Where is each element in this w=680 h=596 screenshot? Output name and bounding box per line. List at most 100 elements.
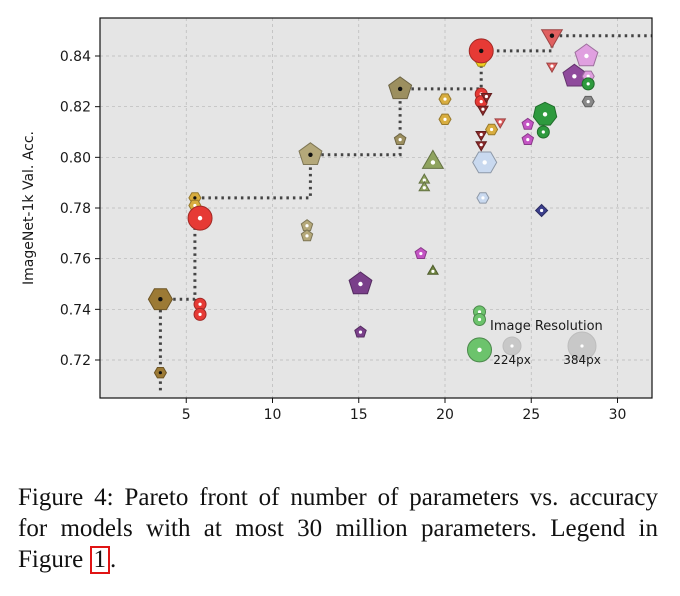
y-tick-label: 0.78 bbox=[60, 201, 91, 217]
data-point-center bbox=[481, 107, 485, 111]
figure: Image Resolution 224px 384px 5 10 15 20 25 30 0.… bbox=[21, 17, 653, 423]
data-point bbox=[475, 141, 488, 152]
data-point bbox=[521, 132, 535, 145]
data-point bbox=[414, 246, 428, 259]
data-point bbox=[545, 62, 558, 74]
x-tick-label: 20 bbox=[436, 407, 454, 423]
pareto-chart: Image Resolution 224px 384px 5 10 15 20 25 30 0.… bbox=[21, 17, 653, 423]
data-point-center bbox=[526, 122, 530, 126]
x-tick-label: 10 bbox=[264, 407, 282, 423]
data-point bbox=[473, 312, 486, 326]
data-point-center bbox=[193, 196, 197, 200]
data-point bbox=[393, 132, 407, 145]
legend-marker-center bbox=[510, 344, 514, 348]
data-point bbox=[421, 149, 445, 169]
y-tick-label: 0.74 bbox=[60, 302, 91, 318]
legend-entry: 224px bbox=[493, 336, 531, 367]
legend-title: Image Resolution bbox=[490, 319, 603, 334]
data-point-center bbox=[358, 330, 363, 334]
data-point bbox=[300, 229, 314, 242]
data-point bbox=[540, 29, 564, 49]
data-point bbox=[476, 192, 490, 204]
x-tick-label: 30 bbox=[609, 407, 627, 423]
data-point-center bbox=[430, 160, 436, 165]
caption-line-3: Figure 1. bbox=[18, 544, 658, 575]
data-point-center bbox=[158, 297, 163, 302]
data-point bbox=[562, 63, 587, 87]
y-tick-label: 0.76 bbox=[60, 252, 91, 268]
legend-label: 384px bbox=[563, 353, 601, 367]
data-point bbox=[147, 288, 173, 311]
data-point-center bbox=[541, 130, 545, 134]
data-point-center bbox=[477, 310, 482, 314]
data-point-center bbox=[305, 224, 309, 228]
data-point-center bbox=[484, 94, 488, 99]
data-point-center bbox=[443, 97, 447, 101]
data-point bbox=[480, 93, 493, 104]
data-point-center bbox=[479, 132, 483, 137]
data-point-shape bbox=[421, 149, 445, 169]
data-point bbox=[472, 151, 498, 174]
data-point-center bbox=[489, 127, 494, 132]
data-point-center bbox=[419, 252, 423, 256]
data-point-center bbox=[586, 100, 590, 104]
data-point bbox=[438, 93, 452, 105]
data-point bbox=[532, 101, 558, 126]
data-point-center bbox=[477, 317, 482, 322]
figure-reference-link[interactable]: 1 bbox=[89, 546, 111, 574]
data-point bbox=[187, 205, 213, 231]
data-point-center bbox=[586, 82, 590, 86]
data-point-center bbox=[443, 117, 447, 121]
data-point bbox=[348, 271, 373, 295]
data-point bbox=[418, 180, 431, 192]
data-point-center bbox=[479, 143, 483, 147]
data-point-center bbox=[526, 138, 530, 142]
data-point-center bbox=[479, 48, 484, 54]
data-point bbox=[574, 43, 599, 67]
data-point-center bbox=[422, 178, 426, 182]
data-point-center bbox=[305, 234, 309, 238]
y-tick-label: 0.72 bbox=[60, 353, 91, 369]
data-point-center bbox=[158, 371, 162, 375]
data-point bbox=[193, 297, 207, 311]
data-point bbox=[438, 113, 452, 125]
data-point bbox=[153, 367, 167, 379]
data-point bbox=[475, 131, 488, 142]
figure-caption: Figure 4: Pareto front of number of para… bbox=[18, 482, 658, 575]
data-point-center bbox=[198, 312, 202, 316]
data-point bbox=[354, 325, 367, 338]
caption-line-1: Figure 4: Pareto front of number of para… bbox=[18, 484, 658, 511]
data-point-center bbox=[358, 281, 363, 287]
data-point-center bbox=[584, 53, 589, 59]
data-point-center bbox=[481, 196, 485, 200]
pareto-front-line bbox=[158, 34, 652, 391]
data-point-center bbox=[431, 269, 435, 273]
legend-marker-center bbox=[580, 344, 584, 348]
data-point bbox=[581, 95, 595, 108]
data-point-center bbox=[549, 33, 555, 38]
data-point bbox=[521, 117, 535, 130]
data-point-center bbox=[498, 120, 502, 124]
data-point bbox=[536, 125, 550, 139]
data-point-center bbox=[197, 215, 203, 221]
data-point bbox=[494, 118, 507, 129]
data-point bbox=[467, 337, 492, 363]
data-point bbox=[193, 307, 207, 321]
data-point-center bbox=[422, 186, 426, 190]
data-point-center bbox=[477, 347, 482, 353]
y-tick-label: 0.82 bbox=[60, 100, 91, 116]
data-point bbox=[298, 142, 323, 165]
data-point bbox=[534, 203, 549, 218]
data-point bbox=[581, 77, 595, 91]
data-point bbox=[388, 76, 413, 100]
data-point-center bbox=[540, 208, 544, 213]
data-point-center bbox=[308, 152, 313, 157]
y-tick-label: 0.80 bbox=[60, 150, 91, 166]
data-point-center bbox=[586, 74, 590, 78]
x-tick-label: 15 bbox=[350, 407, 368, 423]
data-point-center bbox=[572, 74, 577, 79]
data-point bbox=[426, 264, 439, 275]
data-point-center bbox=[198, 302, 202, 306]
data-point-center bbox=[397, 86, 403, 92]
x-tick-label: 25 bbox=[522, 407, 540, 423]
